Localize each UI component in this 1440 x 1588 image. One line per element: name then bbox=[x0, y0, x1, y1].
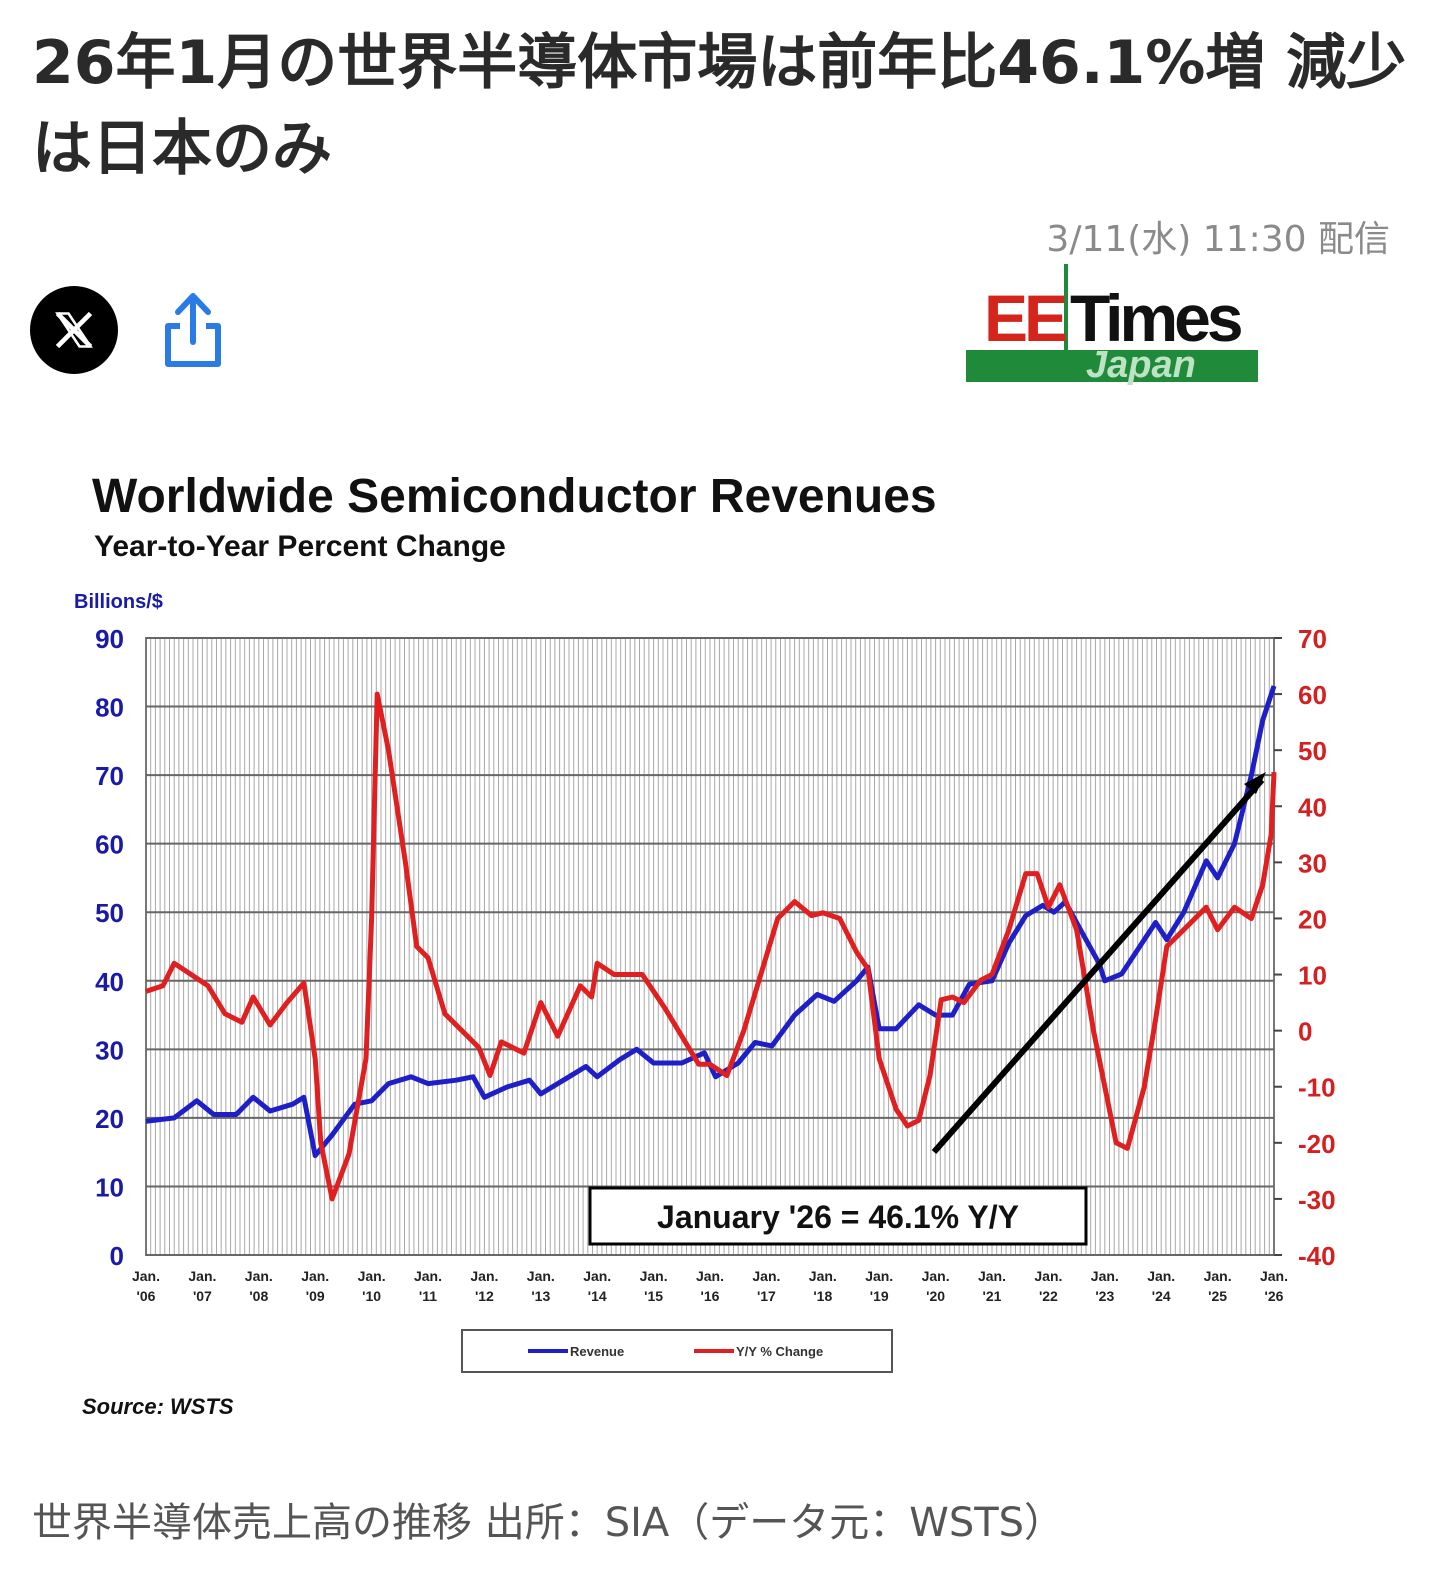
x-tick-label: '26 bbox=[1265, 1288, 1284, 1304]
x-tick-label: Jan. bbox=[922, 1268, 950, 1284]
x-tick-label: Jan. bbox=[132, 1268, 160, 1284]
y2-tick-label: 10 bbox=[1298, 961, 1327, 991]
x-tick-label: Jan. bbox=[1147, 1268, 1175, 1284]
y2-tick-label: -10 bbox=[1298, 1073, 1336, 1103]
chart-source: Source: WSTS bbox=[82, 1394, 234, 1419]
x-tick-label: Jan. bbox=[696, 1268, 724, 1284]
x-tick-label: Jan. bbox=[1034, 1268, 1062, 1284]
y2-tick-label: 30 bbox=[1298, 848, 1327, 878]
left-axis-ticks: 0 10 20 30 40 50 60 70 80 90 bbox=[95, 624, 124, 1271]
y2-tick-label: -20 bbox=[1298, 1129, 1336, 1159]
x-tick-label: Jan. bbox=[358, 1268, 386, 1284]
chart-lines bbox=[145, 685, 1277, 1202]
x-tick-label: Jan. bbox=[414, 1268, 442, 1284]
legend-revenue: Revenue bbox=[570, 1344, 624, 1359]
x-tick-label: '19 bbox=[870, 1288, 889, 1304]
y2-tick-label: 0 bbox=[1298, 1017, 1312, 1047]
x-tick-label: Jan. bbox=[245, 1268, 273, 1284]
share-button[interactable] bbox=[158, 290, 228, 370]
y-tick-label: 40 bbox=[95, 967, 124, 997]
x-tick-label: '12 bbox=[475, 1288, 494, 1304]
y2-tick-label: 50 bbox=[1298, 736, 1327, 766]
x-tick-label: '07 bbox=[193, 1288, 212, 1304]
x-tick-label: Jan. bbox=[527, 1268, 555, 1284]
y-axis-label: Billions/$ bbox=[74, 591, 163, 613]
y-tick-label: 30 bbox=[95, 1035, 124, 1065]
publish-date: 3/11(水) 11:30 配信 bbox=[1046, 219, 1390, 260]
x-tick-label: '06 bbox=[137, 1288, 156, 1304]
share-icon bbox=[165, 293, 221, 367]
x-tick-label: Jan. bbox=[1260, 1268, 1288, 1284]
article-title: 26年1月の世界半導体市場は前年比46.1%増 減少は日本のみ bbox=[32, 28, 1407, 184]
chart-svg: Worldwide Semiconductor Revenues Year-to… bbox=[74, 470, 1336, 1419]
legend-yoy: Y/Y % Change bbox=[736, 1344, 823, 1359]
y-tick-label: 0 bbox=[110, 1241, 124, 1271]
x-tick-label: '17 bbox=[757, 1288, 776, 1304]
share-x-button[interactable] bbox=[30, 286, 118, 374]
x-tick-label: Jan. bbox=[301, 1268, 329, 1284]
eetimes-japan-logo: EE Times Japan bbox=[966, 264, 1262, 390]
y2-tick-label: 20 bbox=[1298, 904, 1327, 934]
legend-box bbox=[461, 1329, 893, 1373]
x-tick-label: '22 bbox=[1039, 1288, 1058, 1304]
x-tick-label: '09 bbox=[306, 1288, 325, 1304]
y2-tick-label: 60 bbox=[1298, 680, 1327, 710]
revenue-line bbox=[145, 685, 1277, 1159]
semiconductor-revenue-chart: Worldwide Semiconductor Revenues Year-to… bbox=[0, 450, 1440, 1440]
y-tick-label: 70 bbox=[95, 761, 124, 791]
x-logo-icon bbox=[55, 311, 93, 349]
image-caption: 世界半導体売上高の推移 出所：SIA（データ元：WSTS） bbox=[32, 1500, 1065, 1546]
y-tick-label: 50 bbox=[95, 898, 124, 928]
x-tick-label: '10 bbox=[362, 1288, 381, 1304]
x-tick-label: Jan. bbox=[752, 1268, 780, 1284]
x-tick-label: '13 bbox=[531, 1288, 550, 1304]
y-tick-label: 60 bbox=[95, 830, 124, 860]
x-axis-ticks: Jan. '06 Jan. '07 Jan. '08 Jan. '09 Jan. '10 Jan. '… bbox=[132, 1268, 1288, 1304]
y2-tick-label: 70 bbox=[1298, 624, 1327, 654]
yoy-change-line bbox=[145, 691, 1277, 1202]
chart-grid bbox=[145, 637, 1275, 1256]
annotation-box bbox=[588, 1186, 1088, 1246]
x-tick-label: '08 bbox=[249, 1288, 268, 1304]
y-tick-label: 10 bbox=[95, 1172, 124, 1202]
x-tick-label: Jan. bbox=[865, 1268, 893, 1284]
chart-title: Worldwide Semiconductor Revenues bbox=[92, 470, 937, 523]
x-tick-label: Jan. bbox=[978, 1268, 1006, 1284]
x-tick-label: '16 bbox=[701, 1288, 720, 1304]
y2-tick-label: -40 bbox=[1298, 1241, 1336, 1271]
y2-tick-label: -30 bbox=[1298, 1185, 1336, 1215]
x-tick-label: Jan. bbox=[809, 1268, 837, 1284]
x-tick-label: Jan. bbox=[583, 1268, 611, 1284]
y-tick-label: 90 bbox=[95, 624, 124, 654]
y-tick-label: 80 bbox=[95, 693, 124, 723]
trend-arrow bbox=[931, 778, 1265, 1154]
x-tick-label: Jan. bbox=[1091, 1268, 1119, 1284]
x-tick-label: '24 bbox=[1152, 1288, 1171, 1304]
x-tick-label: Jan. bbox=[188, 1268, 216, 1284]
y2-tick-label: 40 bbox=[1298, 792, 1327, 822]
x-tick-label: '11 bbox=[419, 1288, 437, 1304]
right-axis-ticks: -40 -30 -20 -10 0 10 20 30 40 50 60 70 bbox=[1274, 624, 1336, 1271]
x-tick-label: '21 bbox=[983, 1288, 1002, 1304]
x-tick-label: '15 bbox=[644, 1288, 663, 1304]
x-tick-label: '18 bbox=[813, 1288, 832, 1304]
annotation-text: January '26 = 46.1% Y/Y bbox=[657, 1199, 1019, 1235]
chart-subtitle: Year-to-Year Percent Change bbox=[94, 530, 506, 563]
x-tick-label: Jan. bbox=[1204, 1268, 1232, 1284]
x-tick-label: Jan. bbox=[470, 1268, 498, 1284]
y-tick-label: 20 bbox=[95, 1104, 124, 1134]
x-tick-label: '14 bbox=[588, 1288, 607, 1304]
x-tick-label: Jan. bbox=[640, 1268, 668, 1284]
x-tick-label: '23 bbox=[1095, 1288, 1114, 1304]
x-tick-label: '20 bbox=[926, 1288, 945, 1304]
trend-arrow-head bbox=[1244, 772, 1266, 794]
x-tick-label: '25 bbox=[1208, 1288, 1227, 1304]
